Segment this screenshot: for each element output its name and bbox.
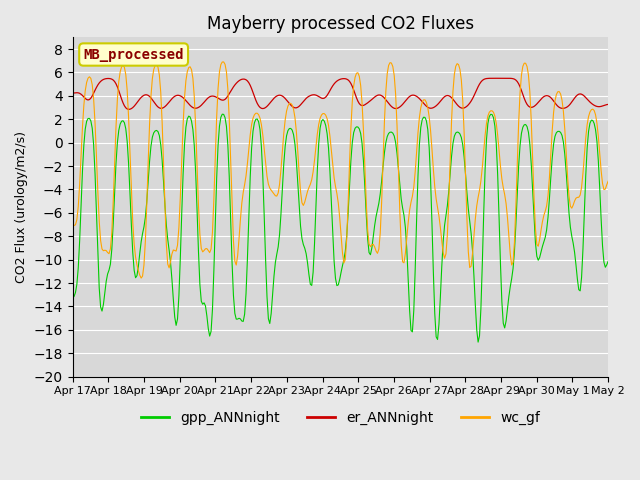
gpp_ANNnight [533,253,541,259]
er_ANNnight [104,76,111,82]
wc_gf [69,222,77,228]
gpp_ANNnight [604,258,612,264]
Line: er_ANNnight: er_ANNnight [73,78,608,109]
er_ANNnight [69,90,77,96]
er_ANNnight [125,107,132,112]
wc_gf [104,250,111,255]
Text: MB_processed: MB_processed [83,48,184,61]
gpp_ANNnight [87,118,95,124]
wc_gf [220,59,227,65]
wc_gf [347,125,355,131]
Line: wc_gf: wc_gf [73,62,608,278]
gpp_ANNnight [474,339,482,345]
gpp_ANNnight [346,183,353,189]
er_ANNnight [491,75,499,81]
er_ANNnight [533,101,541,107]
wc_gf [138,275,145,281]
gpp_ANNnight [452,130,460,136]
Y-axis label: CO2 Flux (urology/m2/s): CO2 Flux (urology/m2/s) [15,131,28,283]
Legend: gpp_ANNnight, er_ANNnight, wc_gf: gpp_ANNnight, er_ANNnight, wc_gf [135,406,545,431]
er_ANNnight [603,102,611,108]
Line: gpp_ANNnight: gpp_ANNnight [73,114,608,342]
gpp_ANNnight [104,271,111,277]
wc_gf [604,178,612,184]
wc_gf [453,61,461,67]
gpp_ANNnight [69,295,77,301]
er_ANNnight [346,78,353,84]
wc_gf [533,241,541,247]
wc_gf [603,182,611,188]
wc_gf [87,75,95,81]
er_ANNnight [87,95,95,101]
er_ANNnight [604,101,612,107]
gpp_ANNnight [218,111,226,117]
Title: Mayberry processed CO2 Fluxes: Mayberry processed CO2 Fluxes [207,15,474,33]
gpp_ANNnight [603,262,611,268]
er_ANNnight [452,100,460,106]
